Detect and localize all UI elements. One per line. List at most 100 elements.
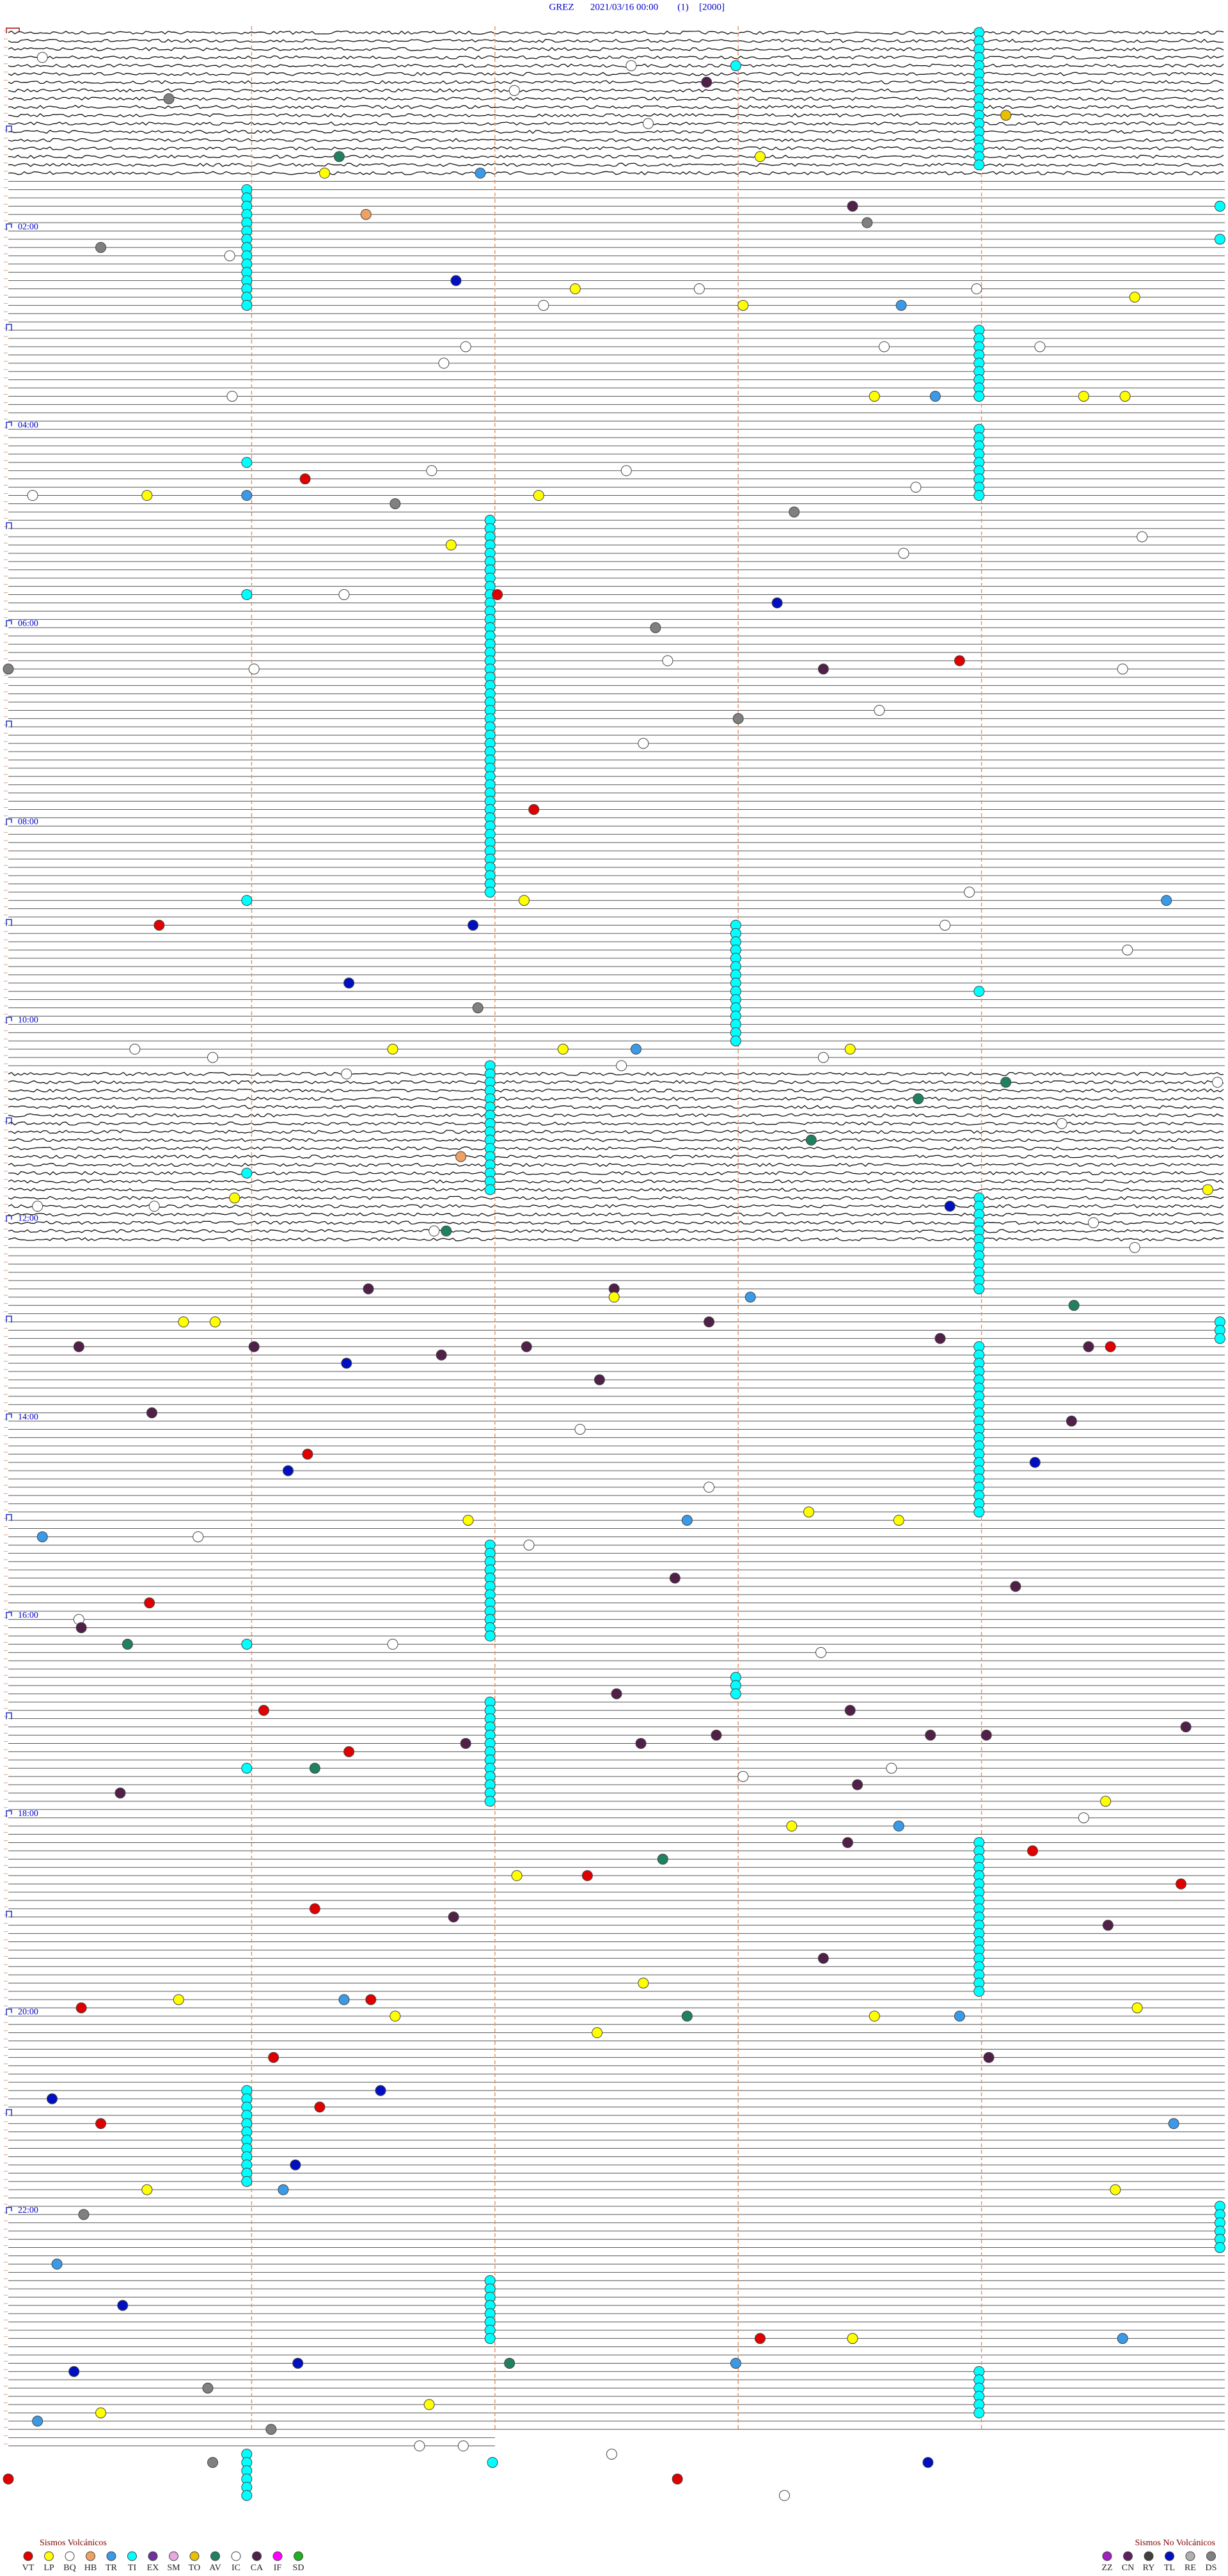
event-marker: [626, 60, 637, 72]
tremor-marker: [1214, 1332, 1225, 1344]
event-marker: [983, 2051, 995, 2063]
hour-bracket: [6, 2009, 12, 2016]
trace: [8, 138, 1224, 143]
legend-code: VT: [22, 2563, 35, 2573]
trace: [8, 1146, 1224, 1151]
event-marker: [1078, 390, 1089, 402]
trace: [8, 113, 1224, 118]
trace: [8, 162, 1224, 168]
event-marker: [141, 490, 153, 502]
hour-bracket: [6, 223, 12, 231]
event-marker: [852, 1779, 863, 1790]
tremor-marker: [1214, 2242, 1225, 2254]
hour-bracket: [6, 522, 12, 530]
event-marker: [32, 1201, 43, 1212]
legend-swatch: [1165, 2551, 1174, 2561]
event-marker: [869, 390, 880, 402]
hour-bracket: [6, 1016, 12, 1024]
event-marker: [817, 1952, 829, 1964]
event-marker: [448, 1911, 459, 1923]
event-marker: [874, 704, 885, 716]
event-marker: [737, 1771, 749, 1782]
event-marker: [241, 589, 253, 601]
tremor-marker: [484, 1796, 496, 1807]
event-marker: [129, 1043, 141, 1055]
trace: [8, 1105, 1224, 1109]
event-marker: [657, 1853, 668, 1865]
legend-code: CA: [251, 2563, 264, 2573]
hour-bracket: [6, 1611, 12, 1619]
event-marker: [1088, 1217, 1099, 1228]
event-marker: [1029, 1457, 1041, 1468]
trace: [8, 1096, 1224, 1101]
event-marker: [638, 738, 649, 749]
event-marker: [1168, 2118, 1179, 2130]
legend-code: CN: [1122, 2563, 1134, 2573]
legend-code: TR: [106, 2563, 118, 2573]
event-marker: [1027, 1845, 1038, 1856]
event-marker: [944, 1201, 956, 1212]
hour-label: 08:00: [18, 818, 38, 827]
event-marker: [178, 1316, 189, 1328]
event-marker: [229, 1192, 240, 1204]
event-marker: [704, 1482, 715, 1493]
event-marker: [789, 506, 800, 518]
event-marker: [929, 390, 941, 402]
legend-code: EX: [147, 2563, 159, 2573]
hour-bracket: [6, 422, 12, 429]
hour-bracket: [6, 1911, 12, 1918]
hour-label: 10:00: [18, 1016, 38, 1025]
trace: [8, 1179, 1224, 1184]
trace: [8, 105, 1224, 109]
tremor-marker: [241, 2176, 253, 2187]
event-marker: [343, 977, 355, 989]
tremor-marker: [484, 1184, 496, 1196]
event-marker: [241, 457, 253, 468]
event-marker: [1122, 944, 1133, 956]
legend-swatch: [127, 2551, 137, 2561]
event-marker: [338, 1994, 350, 2005]
legend-swatch: [210, 2551, 220, 2561]
event-marker: [711, 1730, 722, 1741]
event-marker: [971, 283, 982, 295]
event-marker: [241, 1638, 253, 1650]
event-markers: [3, 27, 1225, 2501]
event-marker: [754, 2333, 766, 2344]
event-marker: [144, 1597, 155, 1609]
hour-label: 04:00: [18, 420, 38, 430]
event-marker: [592, 2027, 603, 2039]
event-marker: [248, 663, 260, 675]
event-marker: [426, 465, 437, 477]
tremor-marker: [973, 159, 985, 171]
event-marker: [390, 498, 401, 509]
hour-bracket: [6, 125, 12, 133]
event-marker: [954, 2011, 965, 2022]
legend-swatch: [272, 2551, 283, 2561]
legend-code: RY: [1143, 2563, 1155, 2573]
event-marker: [148, 1201, 160, 1212]
event-marker: [973, 986, 985, 997]
event-marker: [492, 589, 503, 601]
tremor-marker: [484, 2333, 496, 2344]
event-marker: [630, 1043, 642, 1055]
hour-bracket: [6, 1712, 12, 1719]
event-marker: [620, 465, 632, 477]
event-marker: [1129, 291, 1140, 303]
event-marker: [282, 1465, 294, 1476]
tremor-marker: [973, 1506, 985, 1518]
event-marker: [521, 1341, 532, 1352]
event-marker: [504, 2357, 516, 2369]
event-marker: [75, 2002, 87, 2014]
legend: Sismos Volcánicos VT LP BQ HB TR TI EX SM TO AV IC C…: [22, 2538, 1217, 2573]
event-marker: [299, 473, 311, 485]
hour-label: 22:00: [18, 2206, 38, 2215]
event-marker: [375, 2085, 386, 2096]
event-marker: [732, 713, 744, 724]
event-marker: [954, 655, 965, 667]
event-marker: [1202, 1184, 1213, 1196]
event-marker: [895, 299, 907, 311]
event-marker: [95, 2407, 107, 2419]
event-marker: [1010, 1581, 1021, 1592]
event-marker: [862, 217, 873, 228]
